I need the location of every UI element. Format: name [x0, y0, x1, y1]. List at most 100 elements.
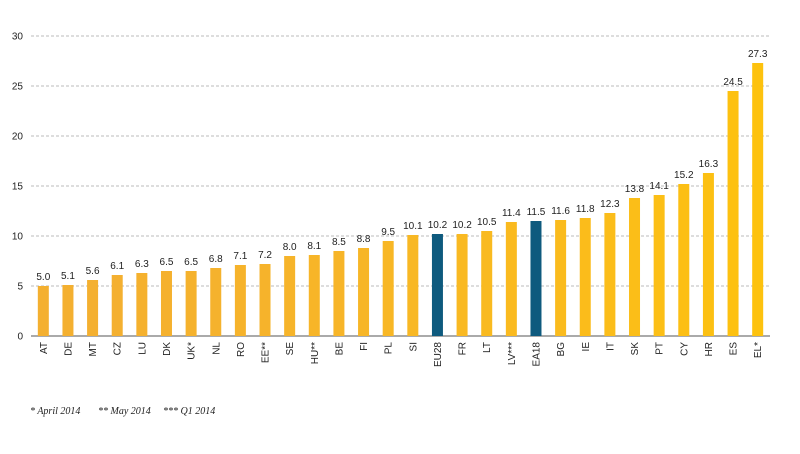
value-label: 6.1	[110, 261, 124, 272]
value-label: 7.2	[258, 250, 272, 261]
x-tick-label: BG	[556, 342, 567, 357]
bar	[505, 222, 517, 336]
bar	[259, 264, 271, 336]
x-tick-label: PT	[655, 342, 666, 355]
y-tick-label: 25	[12, 82, 24, 93]
y-tick-label: 20	[12, 132, 24, 143]
x-tick-label: EA18	[531, 342, 542, 367]
bar	[579, 218, 591, 336]
value-label: 9.5	[381, 227, 395, 238]
value-label: 15.2	[674, 170, 694, 181]
x-tick-label: EU28	[433, 342, 444, 367]
x-tick-label: EL*	[753, 342, 764, 358]
value-label: 6.8	[209, 254, 223, 265]
bar	[727, 91, 739, 336]
bar	[629, 198, 641, 336]
bar	[702, 173, 714, 336]
value-label: 10.2	[428, 220, 448, 231]
bar	[308, 255, 320, 336]
footnote: ** May 2014	[98, 406, 151, 417]
bar	[136, 273, 148, 336]
y-tick-label: 30	[12, 32, 24, 43]
value-label: 13.8	[625, 184, 645, 195]
bar	[431, 234, 443, 336]
value-label: 5.6	[86, 266, 100, 277]
x-tick-label: PL	[384, 342, 395, 355]
value-label: 11.5	[527, 207, 546, 218]
bar	[185, 271, 197, 336]
x-tick-label: AT	[39, 342, 50, 354]
x-tick-label: LT	[482, 342, 493, 353]
value-label: 8.8	[357, 234, 371, 245]
x-tick-label: UK*	[187, 342, 198, 360]
x-tick-label: CY	[679, 342, 690, 356]
x-tick-label: CZ	[113, 342, 124, 355]
value-label: 6.5	[184, 257, 198, 268]
value-label: 10.1	[403, 221, 423, 232]
value-label: 11.4	[502, 208, 521, 219]
bar	[210, 268, 222, 336]
x-tick-label: EE**	[261, 342, 272, 363]
y-tick-label: 15	[12, 182, 24, 193]
bar	[37, 286, 49, 336]
value-label: 27.3	[748, 49, 768, 60]
bar	[234, 265, 246, 336]
bar	[530, 221, 542, 336]
x-tick-label: LU	[137, 342, 148, 355]
bar	[456, 234, 468, 336]
x-tick-label: ES	[729, 342, 740, 356]
bar	[752, 63, 764, 336]
y-tick-label: 0	[17, 332, 23, 343]
value-label: 8.5	[332, 237, 346, 248]
value-label: 8.0	[283, 242, 297, 253]
bar	[160, 271, 172, 336]
value-label: 11.6	[551, 206, 570, 217]
bar	[111, 275, 123, 336]
bar	[358, 248, 370, 336]
x-tick-label: DK	[162, 342, 173, 356]
bar	[555, 220, 567, 336]
value-label: 12.3	[600, 199, 620, 210]
x-tick-label: SK	[630, 342, 641, 356]
x-tick-label: NL	[211, 342, 222, 355]
x-tick-label: BE	[334, 342, 345, 356]
value-label: 16.3	[699, 159, 719, 170]
y-tick-label: 5	[17, 282, 23, 293]
bar	[407, 235, 419, 336]
bar	[284, 256, 296, 336]
value-label: 6.3	[135, 259, 149, 270]
x-tick-label: FI	[359, 342, 370, 351]
value-label: 7.1	[233, 251, 247, 262]
y-tick-label: 10	[12, 232, 24, 243]
x-tick-label: SI	[408, 342, 419, 351]
bar	[653, 195, 665, 336]
bar	[481, 231, 493, 336]
bar	[333, 251, 345, 336]
value-label: 5.0	[36, 272, 50, 283]
value-label: 6.5	[160, 257, 174, 268]
bar	[62, 285, 74, 336]
x-tick-label: SE	[285, 342, 296, 356]
value-label: 10.2	[452, 220, 472, 231]
x-tick-label: IT	[605, 342, 616, 351]
x-tick-label: RO	[236, 342, 247, 357]
footnote: * April 2014	[30, 406, 80, 417]
x-tick-label: FR	[458, 342, 469, 355]
x-tick-label: LV***	[507, 342, 518, 365]
bar	[678, 184, 690, 336]
bar	[382, 241, 394, 336]
x-tick-label: IE	[581, 342, 592, 352]
value-label: 10.5	[477, 217, 497, 228]
value-label: 24.5	[723, 77, 743, 88]
value-label: 8.1	[307, 241, 321, 252]
value-label: 14.1	[649, 181, 669, 192]
value-label: 11.8	[576, 204, 595, 215]
x-tick-label: HR	[704, 342, 715, 356]
x-tick-label: MT	[88, 342, 99, 356]
value-label: 5.1	[61, 271, 75, 282]
bar	[604, 213, 616, 336]
bar	[87, 280, 99, 336]
x-tick-label: HU**	[310, 342, 321, 364]
footnote: *** Q1 2014	[163, 406, 215, 417]
